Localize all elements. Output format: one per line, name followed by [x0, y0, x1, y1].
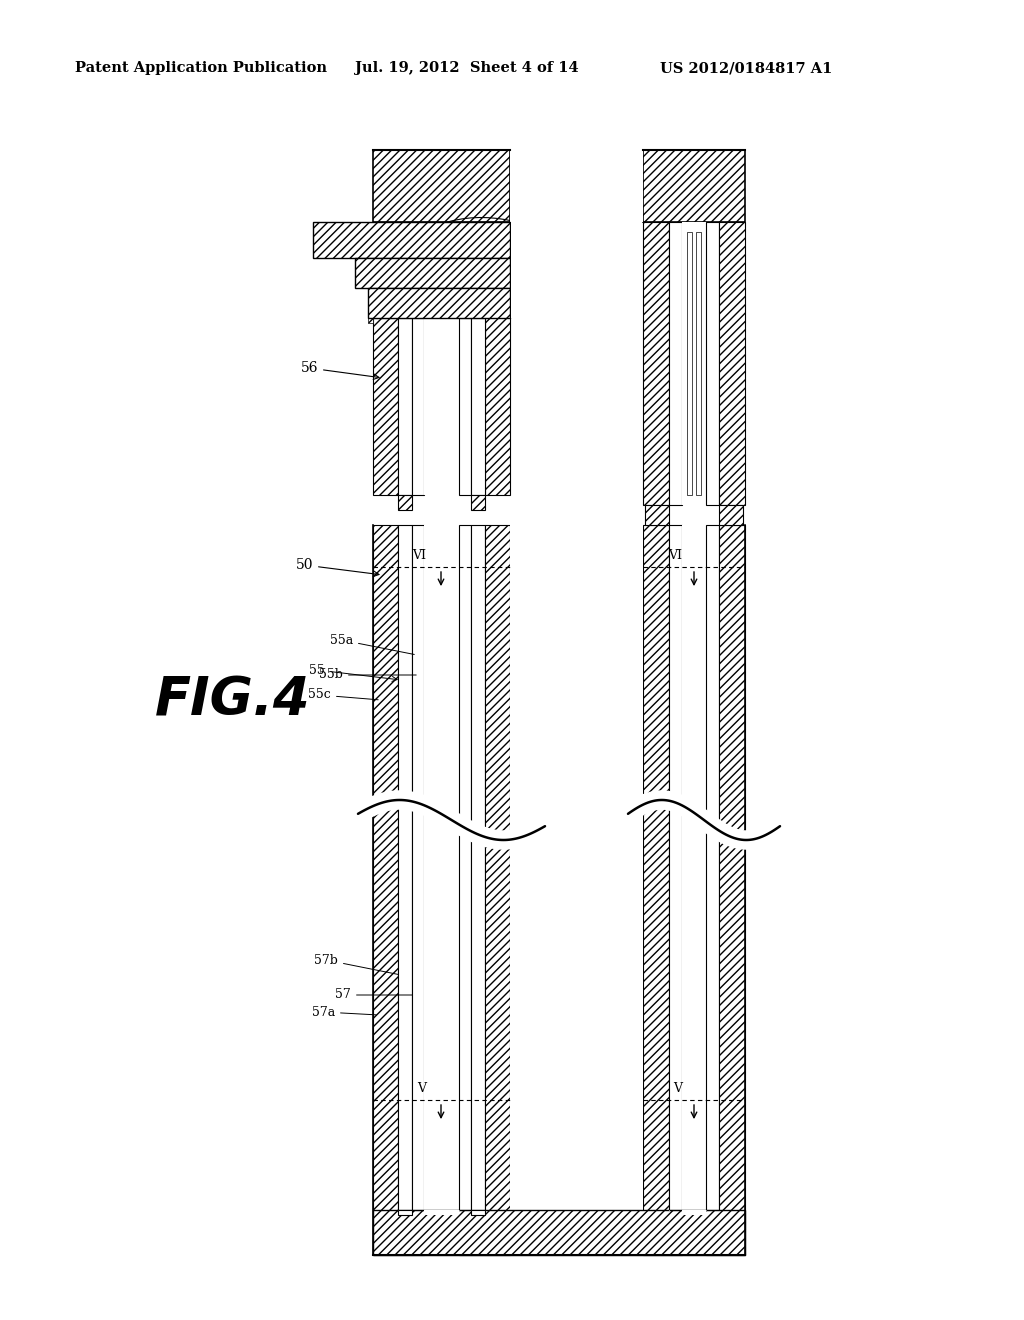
Bar — [511, 222, 642, 318]
Bar — [424, 1210, 459, 1214]
Bar — [373, 150, 510, 222]
Bar — [398, 318, 412, 495]
Bar — [706, 222, 719, 506]
Bar — [471, 1210, 485, 1214]
Text: VI: VI — [668, 549, 682, 562]
Text: 52: 52 — [387, 218, 543, 256]
Bar — [459, 318, 471, 495]
Bar — [719, 506, 743, 525]
Bar — [510, 150, 643, 222]
Bar — [471, 495, 485, 510]
Bar — [373, 1210, 745, 1255]
Text: 55: 55 — [309, 664, 397, 681]
Text: FIG.4: FIG.4 — [155, 675, 310, 726]
Bar — [682, 525, 706, 1255]
Bar — [669, 222, 682, 506]
Bar — [313, 222, 510, 257]
Bar — [485, 222, 510, 495]
Text: V: V — [417, 1082, 426, 1096]
Bar — [398, 525, 412, 1255]
Bar — [719, 525, 745, 1255]
Bar — [424, 525, 459, 1255]
Bar — [355, 257, 510, 288]
Bar — [682, 1210, 706, 1214]
Text: 57a: 57a — [311, 1006, 376, 1019]
Bar — [687, 232, 692, 495]
Bar — [643, 222, 669, 506]
Bar — [645, 506, 669, 525]
Text: V: V — [673, 1082, 682, 1096]
Text: 57: 57 — [335, 989, 413, 1002]
Bar — [459, 525, 471, 1255]
Text: Patent Application Publication: Patent Application Publication — [75, 61, 327, 75]
Bar — [485, 525, 510, 1255]
Bar — [373, 525, 398, 1255]
Bar — [510, 150, 643, 1255]
Bar — [373, 318, 398, 495]
Bar — [696, 232, 701, 495]
Text: 55c: 55c — [308, 689, 378, 701]
Text: 55a: 55a — [330, 634, 415, 655]
Bar — [706, 525, 719, 1255]
Bar — [398, 495, 412, 510]
Text: 56: 56 — [300, 360, 379, 379]
Bar — [424, 318, 459, 495]
Bar — [643, 525, 669, 1255]
Bar — [669, 525, 682, 1255]
Text: VI: VI — [412, 549, 426, 562]
Bar — [682, 222, 706, 506]
Bar — [412, 525, 424, 1255]
Text: Jul. 19, 2012  Sheet 4 of 14: Jul. 19, 2012 Sheet 4 of 14 — [355, 61, 579, 75]
Bar — [471, 525, 485, 1255]
Bar — [398, 1210, 412, 1214]
Text: US 2012/0184817 A1: US 2012/0184817 A1 — [660, 61, 833, 75]
Text: 55b: 55b — [319, 668, 416, 681]
Bar — [643, 150, 745, 222]
Bar — [368, 318, 373, 323]
Bar — [719, 222, 745, 506]
Text: 57b: 57b — [314, 953, 398, 974]
Bar — [471, 318, 485, 495]
Text: 50: 50 — [296, 558, 379, 577]
Bar — [412, 318, 424, 495]
Bar — [368, 288, 510, 318]
